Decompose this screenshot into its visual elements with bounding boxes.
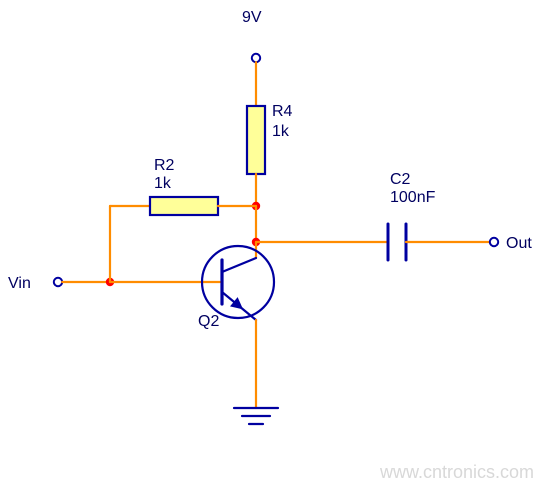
r4-name: R4 (272, 103, 293, 120)
watermark-text: www.cntronics.com (379, 462, 534, 482)
out-label: Out (506, 235, 532, 252)
r4-value: 1k (272, 123, 290, 140)
vin-label: Vin (8, 275, 31, 292)
resistor-r2 (150, 197, 218, 215)
c2-name: C2 (390, 171, 411, 188)
resistor-r4 (247, 106, 265, 174)
circuit-schematic: www.cntronics.com9VR41kR21kVinQ2C2100nFO… (0, 0, 540, 500)
r2-value: 1k (154, 175, 172, 192)
q2-name: Q2 (198, 313, 219, 330)
r2-name: R2 (154, 157, 175, 174)
supply-label: 9V (242, 9, 262, 26)
c2-value: 100nF (390, 189, 436, 206)
